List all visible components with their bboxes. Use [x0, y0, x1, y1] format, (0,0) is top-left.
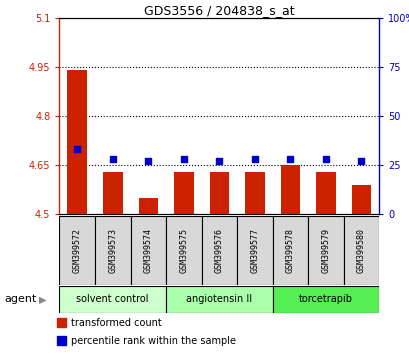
- Bar: [351, 185, 370, 214]
- Point: [357, 158, 364, 164]
- Point: [216, 158, 222, 164]
- Point: [145, 158, 151, 164]
- Bar: [95, 216, 130, 285]
- Bar: [315, 172, 335, 214]
- Bar: [130, 216, 166, 285]
- Text: GSM399574: GSM399574: [144, 228, 153, 273]
- Text: agent: agent: [4, 295, 36, 304]
- Bar: [166, 216, 201, 285]
- Text: GSM399577: GSM399577: [250, 228, 259, 273]
- Point: [74, 147, 80, 152]
- Text: torcetrapib: torcetrapib: [298, 295, 352, 304]
- Text: GSM399573: GSM399573: [108, 228, 117, 273]
- Bar: [209, 172, 229, 214]
- Text: GSM399572: GSM399572: [72, 228, 81, 273]
- Bar: [103, 172, 122, 214]
- Point: [109, 156, 116, 162]
- Bar: [280, 165, 299, 214]
- Text: percentile rank within the sample: percentile rank within the sample: [70, 336, 235, 346]
- Point: [180, 156, 187, 162]
- Bar: [138, 198, 158, 214]
- Point: [286, 156, 293, 162]
- Bar: [67, 70, 87, 214]
- Text: GSM399580: GSM399580: [356, 228, 365, 273]
- Bar: [59, 216, 95, 285]
- Text: ▶: ▶: [39, 295, 46, 304]
- Text: solvent control: solvent control: [76, 295, 148, 304]
- Bar: [308, 216, 343, 285]
- Text: GSM399578: GSM399578: [285, 228, 294, 273]
- Bar: [272, 286, 378, 313]
- Bar: [343, 216, 378, 285]
- Bar: [272, 216, 308, 285]
- Text: transformed count: transformed count: [70, 318, 161, 328]
- Bar: [166, 286, 272, 313]
- Title: GDS3556 / 204838_s_at: GDS3556 / 204838_s_at: [144, 4, 294, 17]
- Point: [322, 156, 328, 162]
- Text: GSM399576: GSM399576: [214, 228, 223, 273]
- Bar: [236, 216, 272, 285]
- Bar: [201, 216, 236, 285]
- Point: [251, 156, 258, 162]
- Bar: [59, 286, 166, 313]
- Text: GSM399575: GSM399575: [179, 228, 188, 273]
- Text: angiotensin II: angiotensin II: [186, 295, 252, 304]
- Text: GSM399579: GSM399579: [321, 228, 330, 273]
- Bar: [245, 172, 264, 214]
- Bar: [173, 172, 193, 214]
